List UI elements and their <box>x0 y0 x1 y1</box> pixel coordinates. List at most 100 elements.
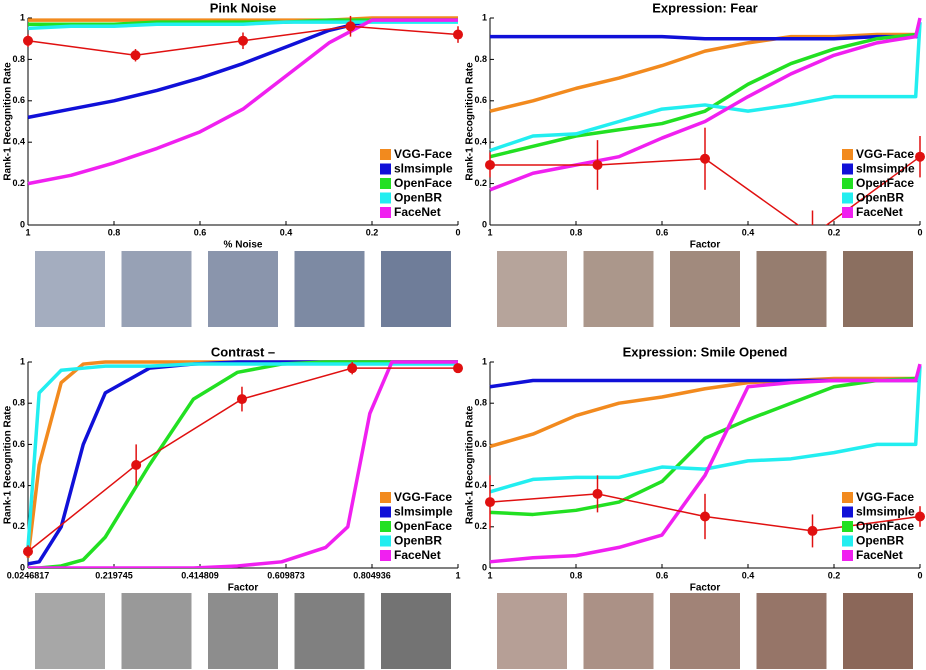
legend-swatch <box>842 521 853 532</box>
legend-swatch <box>380 192 391 204</box>
y-tick-label: 0.4 <box>474 480 487 490</box>
legend-swatch <box>842 535 853 547</box>
y-tick-label: 0 <box>482 219 487 229</box>
thumbnail <box>121 593 192 669</box>
error-point <box>347 363 358 374</box>
legend-label: OpenBR <box>856 534 904 548</box>
thumbnail <box>35 251 105 327</box>
x-tick-label: 0.2 <box>366 227 379 237</box>
thumbnail <box>670 251 740 327</box>
error-point <box>592 159 603 170</box>
error-point <box>131 460 142 470</box>
x-tick-label: 0.219745 <box>95 570 133 580</box>
y-tick-label: 0 <box>482 562 487 572</box>
legend-swatch <box>842 550 853 561</box>
y-tick-label: 0.2 <box>12 178 25 188</box>
x-tick-label: 1 <box>455 570 460 580</box>
chart-title: Pink Noise <box>210 0 276 15</box>
x-tick-label: 0.4 <box>280 227 293 237</box>
error-point <box>23 546 33 557</box>
legend-swatch <box>842 149 853 160</box>
thumbnail <box>583 593 654 669</box>
legend-label: OpenFace <box>856 519 914 533</box>
series-line <box>28 360 458 568</box>
error-point <box>592 488 603 499</box>
legend-label: VGG-Face <box>394 147 452 161</box>
error-point <box>700 153 710 164</box>
thumbnail <box>843 593 913 669</box>
legend-swatch <box>380 163 391 175</box>
y-tick-label: 0 <box>20 562 25 572</box>
legend-swatch <box>380 149 391 160</box>
error-point <box>453 363 463 374</box>
series-line <box>28 16 458 22</box>
x-tick-label: 0.4 <box>742 570 755 580</box>
legend-label: slmsimple <box>856 162 915 176</box>
x-tick-label: 1 <box>487 570 492 580</box>
x-tick-label: 0.414809 <box>181 570 219 580</box>
x-tick-label: 0.2 <box>828 570 841 580</box>
legend-swatch <box>380 492 391 503</box>
legend-swatch <box>842 207 853 218</box>
y-tick-label: 1 <box>482 12 487 22</box>
x-axis-label: Factor <box>690 583 721 594</box>
error-point <box>807 525 818 536</box>
legend-swatch <box>842 492 853 503</box>
legend-swatch <box>842 506 853 518</box>
error-point <box>485 159 495 170</box>
legend-label: OpenFace <box>394 176 452 190</box>
y-tick-label: 1 <box>20 12 25 22</box>
thumbnail <box>294 593 365 669</box>
y-tick-label: 0.6 <box>12 439 25 449</box>
y-tick-label: 0.8 <box>474 398 487 408</box>
x-tick-label: 0 <box>917 227 922 237</box>
legend-swatch <box>380 535 391 547</box>
series-line <box>489 17 922 192</box>
error-point <box>453 29 463 40</box>
thumbnail <box>381 251 451 327</box>
error-point <box>915 511 925 522</box>
x-tick-label: 0.8 <box>570 227 583 237</box>
legend-label: FaceNet <box>394 548 441 562</box>
legend-swatch <box>380 550 391 561</box>
series-line <box>489 32 920 113</box>
x-tick-label: 0.6 <box>194 227 207 237</box>
legend-swatch <box>842 192 853 204</box>
legend-label: FaceNet <box>394 205 441 219</box>
y-tick-label: 0.2 <box>474 521 487 531</box>
y-tick-label: 0.8 <box>12 398 25 408</box>
y-axis-label: Rank-1 Recognition Rate <box>3 62 14 181</box>
x-tick-label: 1 <box>25 227 30 237</box>
chart-title: Contrast – <box>211 344 275 359</box>
y-tick-label: 0.6 <box>474 95 487 105</box>
x-tick-label: 0.609873 <box>267 570 305 580</box>
y-tick-label: 0.8 <box>12 54 25 64</box>
x-tick-label: 0.4 <box>742 227 755 237</box>
thumbnail <box>670 593 740 669</box>
legend-label: VGG-Face <box>856 490 914 504</box>
legend-swatch <box>842 163 853 175</box>
legend-swatch <box>380 521 391 532</box>
x-tick-label: 0.8 <box>108 227 121 237</box>
x-tick-label: 0 <box>455 227 460 237</box>
thumbnail <box>583 251 654 327</box>
y-tick-label: 0.4 <box>12 480 25 490</box>
thumbnail <box>121 251 192 327</box>
error-point <box>485 497 495 508</box>
plot <box>23 360 463 568</box>
legend-swatch <box>380 506 391 518</box>
thumbnail <box>381 593 451 669</box>
y-tick-label: 1 <box>20 356 25 366</box>
y-axis-label: Rank-1 Recognition Rate <box>465 62 476 181</box>
legend-label: VGG-Face <box>856 147 914 161</box>
plot <box>485 17 925 225</box>
series-line <box>489 376 920 449</box>
y-tick-label: 0.4 <box>474 137 487 147</box>
legend-label: slmsimple <box>394 505 453 519</box>
series-line <box>28 360 458 568</box>
series-line <box>27 18 458 186</box>
legend-label: OpenBR <box>856 191 904 205</box>
legend-label: FaceNet <box>856 205 903 219</box>
legend-label: OpenBR <box>394 534 442 548</box>
